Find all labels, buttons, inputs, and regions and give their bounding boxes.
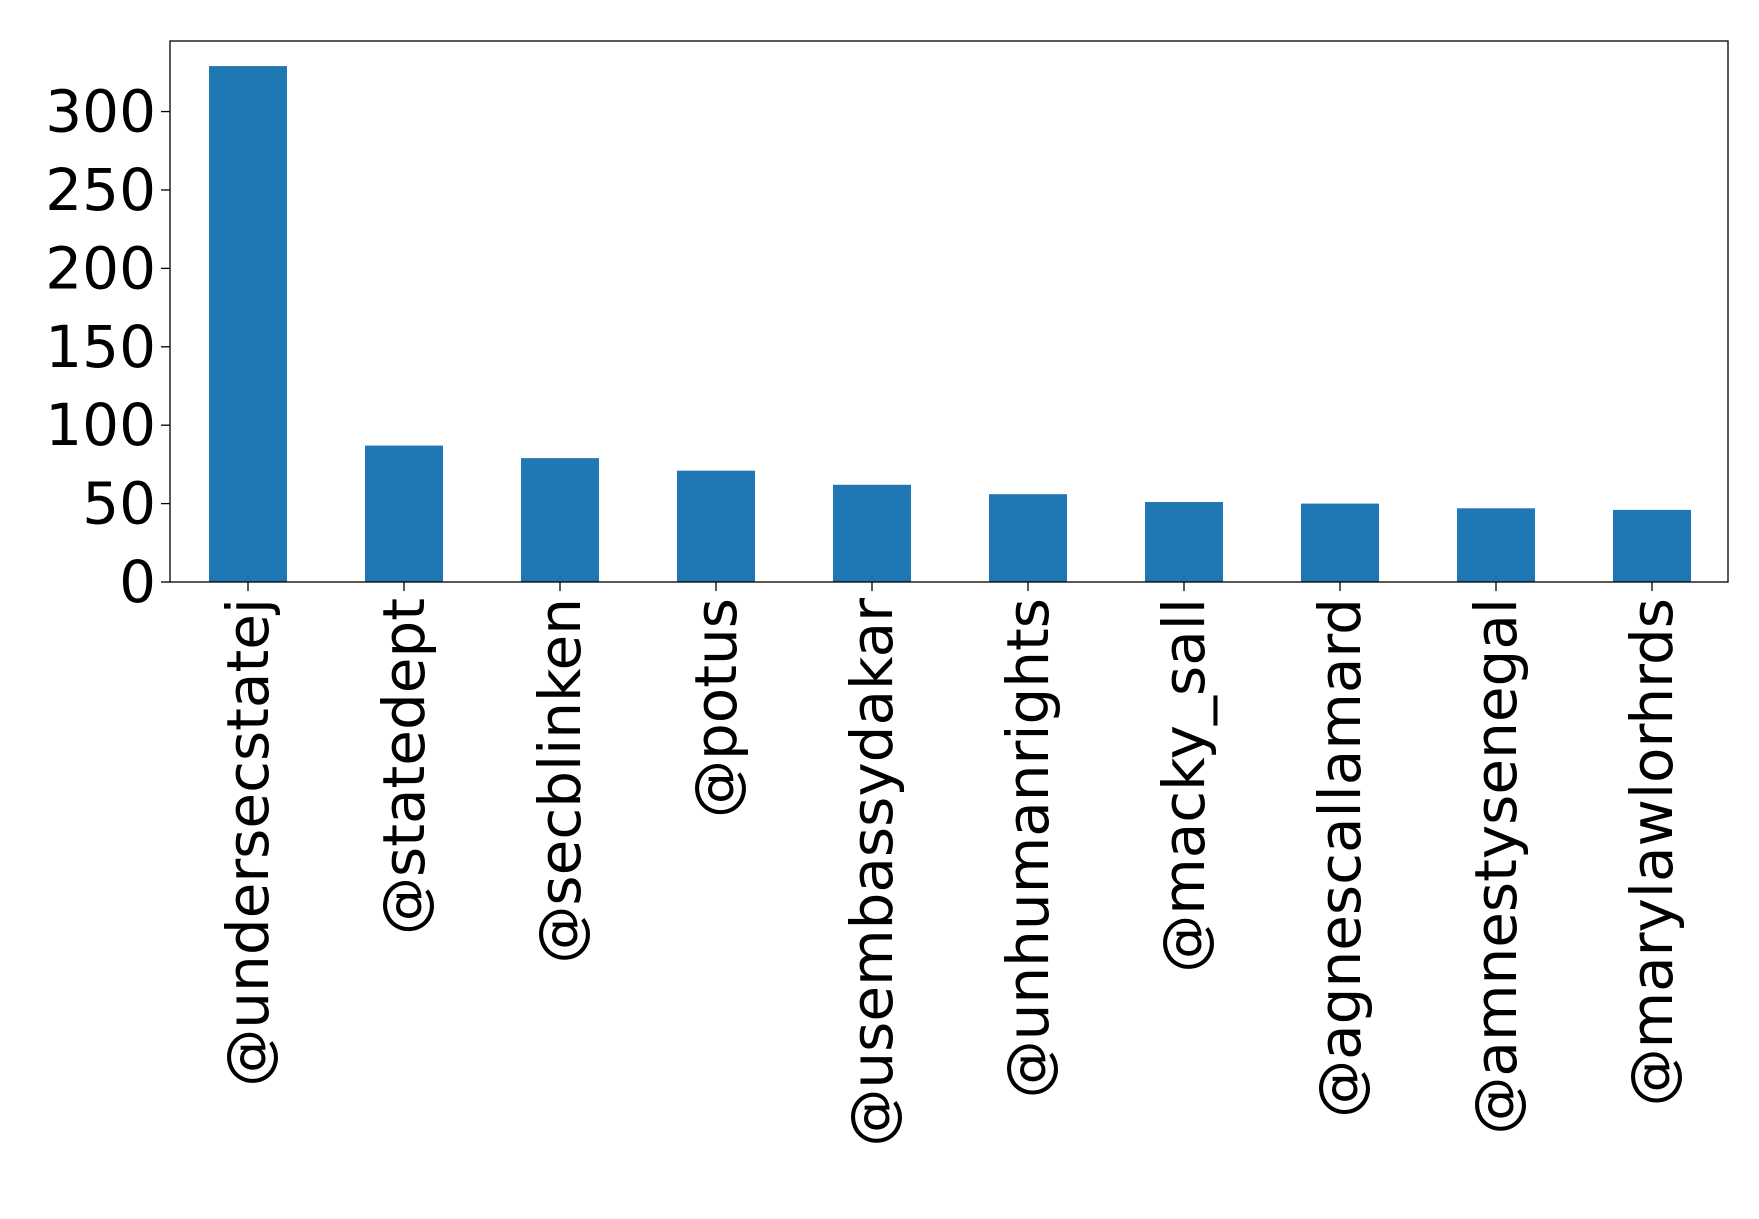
bar-unhumanrights [989,494,1067,582]
y-tick-label: 100 [45,391,156,459]
bar-usembassydakar [833,484,911,582]
y-tick-label: 200 [45,234,156,302]
bar-amnestysenegal [1457,508,1535,582]
plot-frame [169,40,1729,583]
bar-secblinken [521,458,599,582]
bar-statedept [365,445,443,582]
x-tick-label: @usembassydakar [838,598,906,1147]
x-tick-label: @undersecstatej [214,598,282,1087]
y-axis: 0 50 100 150 200 250 300 [45,78,170,616]
x-tick-label: @amnestysenegal [1462,598,1530,1135]
x-tick-label: @unhumanrights [994,598,1062,1098]
x-tick-label: @agnescallamard [1306,598,1374,1118]
bars-group [209,66,1691,583]
y-tick-label: 0 [119,548,156,616]
x-tick-label: @statedept [370,598,438,935]
x-axis: @undersecstatej @statedept @secblinken @pot… [214,582,1686,1147]
x-tick-label: @macky_sall [1150,598,1218,973]
bar-mackysall [1145,502,1223,582]
bar-marylawlorhrds [1613,509,1691,582]
bar-agnescallamard [1301,503,1379,582]
x-tick-label: @marylawlorhrds [1618,598,1686,1106]
y-tick-label: 150 [45,313,156,381]
bar-potus [677,470,755,582]
x-tick-label: @potus [682,598,750,818]
x-tick-label: @secblinken [526,598,594,964]
y-tick-label: 50 [82,470,156,538]
y-tick-label: 250 [45,156,156,224]
y-tick-label: 300 [45,78,156,146]
bar-undersecstatej [209,66,287,583]
